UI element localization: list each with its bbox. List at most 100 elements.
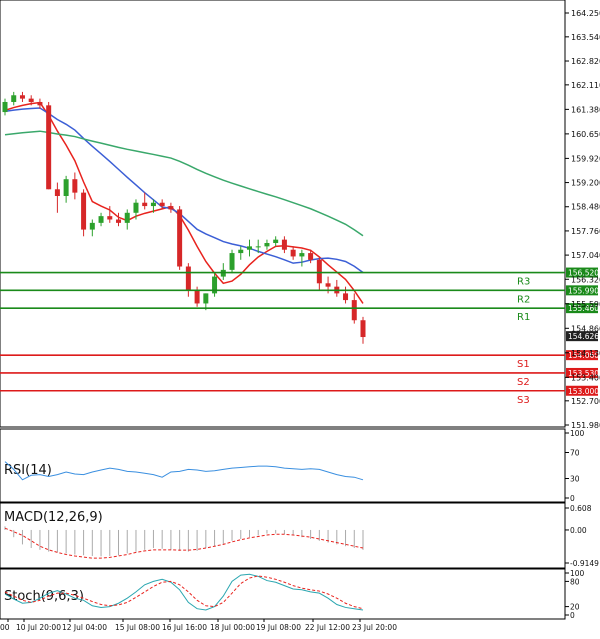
level-price-box: [566, 285, 598, 296]
price-tick-label: 153.400: [571, 373, 600, 382]
last-price-label: 154.626: [568, 332, 599, 341]
level-price-label: 154.060: [568, 351, 599, 360]
candle-body: [11, 95, 17, 102]
candles: [2, 91, 366, 344]
candle-body: [316, 259, 322, 284]
price-tick-label: 161.380: [571, 105, 600, 114]
level-price-box: [566, 385, 598, 396]
time-tick-label: 00: [0, 623, 10, 632]
candle-body: [194, 290, 200, 304]
price-tick-label: 154.130: [571, 349, 600, 358]
indicator-tick-label: 70: [570, 449, 580, 458]
price-tick-label: 164.250: [571, 9, 600, 18]
indicator-tick-label: 20: [570, 603, 580, 612]
indicator-tick-label: 0: [570, 611, 575, 620]
candle-body: [124, 212, 130, 223]
stoch-panel[interactable]: Stoch(9,6,3): [0, 568, 566, 620]
candle-body: [63, 179, 69, 196]
time-axis: 00 10 Jul 20:00 12 Jul 04:00 15 Jul 08:00 16…: [0, 619, 397, 632]
last-price-box: [566, 331, 598, 342]
macd-title: MACD(12,26,9): [4, 510, 103, 525]
level-name-r2: R2: [517, 294, 530, 305]
price-tick-label: 158.480: [571, 203, 600, 212]
candle-body: [177, 209, 183, 267]
level-name-s3: S3: [517, 395, 530, 406]
candle-body: [264, 243, 270, 247]
time-tick-label: 19 Jul 08:00: [256, 623, 301, 632]
stoch-signal-line: [4, 575, 364, 610]
time-tick-label: 10 Jul 20:00: [16, 623, 61, 632]
candle-body: [159, 202, 165, 207]
ma-fast-line: [4, 101, 364, 304]
candle-body: [281, 239, 287, 250]
indicator-tick-label: 100: [570, 429, 585, 438]
level-price-box: [566, 303, 598, 314]
price-tick-label: 157.760: [571, 227, 600, 236]
indicator-tick-label: 30: [570, 475, 580, 484]
level-name-s1: S1: [517, 359, 530, 370]
candle-body: [351, 300, 357, 321]
moving-averages: [4, 101, 364, 304]
price-tick-label: 162.110: [571, 81, 600, 90]
candle-body: [54, 189, 60, 196]
candle-body: [290, 249, 296, 257]
rsi-line: [4, 461, 364, 481]
indicator-tick-label: 80: [570, 577, 580, 586]
price-tick-label: 154.860: [571, 324, 600, 333]
candle-body: [273, 239, 279, 244]
time-tick-label: 22 Jul 12:00: [305, 623, 350, 632]
candle-body: [98, 216, 104, 223]
price-panel[interactable]: R3 156.520 R2 155.990 R1 155.460 S1 154.060 S2 15…: [0, 0, 600, 430]
ma-slow-line: [4, 130, 364, 237]
candle-body: [308, 253, 314, 260]
indicator-tick-label: 0: [570, 494, 575, 503]
price-tick-label: 151.980: [571, 421, 600, 430]
price-tick-label: 163.540: [571, 33, 600, 42]
candle-body: [168, 206, 174, 210]
indicator-tick-label: 100: [570, 569, 585, 578]
price-tick-label: 162.820: [571, 57, 600, 66]
candle-body: [116, 219, 122, 223]
price-tick-label: 156.320: [571, 275, 600, 284]
candle-body: [325, 283, 331, 287]
candle-body: [46, 105, 52, 190]
level-price-label: 155.460: [568, 304, 599, 313]
candle-body: [343, 293, 349, 301]
support-resistance-levels: R3 156.520 R2 155.990 R1 155.460 S1 154.060 S2 15…: [0, 267, 599, 406]
level-name-r3: R3: [517, 277, 530, 288]
price-tick-label: 160.650: [571, 130, 600, 139]
macd-panel[interactable]: MACD(12,26,9): [0, 502, 566, 569]
candle-body: [107, 216, 113, 220]
macd-signal-line: [4, 527, 364, 559]
candle-body: [89, 222, 95, 230]
level-price-label: 153.530: [568, 369, 599, 378]
candle-body: [246, 246, 252, 250]
candle-body: [142, 202, 148, 207]
indicator-tick-label: 0.00: [570, 526, 587, 535]
candle-body: [203, 293, 209, 304]
rsi-panel[interactable]: RSI(14): [0, 428, 566, 503]
level-price-box: [566, 350, 598, 361]
candle-body: [360, 320, 366, 338]
stoch-main-line: [4, 573, 364, 611]
time-tick-label: 23 Jul 20:00: [352, 623, 397, 632]
candle-body: [133, 202, 139, 213]
level-price-label: 155.990: [568, 286, 599, 295]
candle-body: [150, 202, 156, 207]
candle-body: [72, 179, 78, 193]
candle-body: [81, 192, 87, 230]
candle-body: [37, 101, 43, 106]
price-tick-label: 155.590: [571, 300, 600, 309]
candle-body: [212, 276, 218, 294]
level-price-box: [566, 367, 598, 378]
level-price-box: [566, 267, 598, 278]
ma-mid-line: [4, 107, 364, 274]
candle-body: [19, 95, 25, 99]
indicator-tick-label: 0.608: [570, 504, 592, 513]
price-tick-label: 159.200: [571, 179, 600, 188]
price-axis: 164.250 163.540 162.820 162.110 161.380 160.6…: [565, 9, 600, 430]
candle-body: [185, 266, 191, 291]
